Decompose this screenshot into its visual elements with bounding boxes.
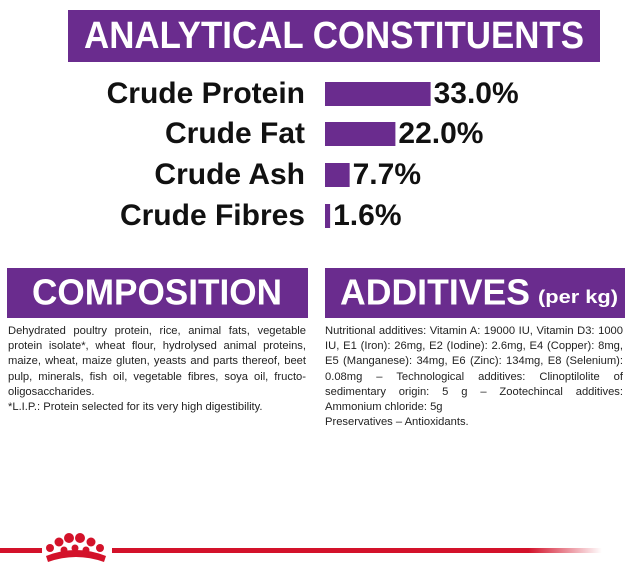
value-label: 7.7% bbox=[353, 158, 421, 191]
footer-line bbox=[112, 548, 602, 553]
title-banner bbox=[68, 10, 600, 62]
composition-banner bbox=[7, 268, 308, 318]
additives-banner bbox=[325, 268, 625, 318]
bar bbox=[325, 163, 350, 187]
composition-text-block: Dehydrated poultry protein, rice, animal… bbox=[8, 324, 306, 415]
composition-title: COMPOSITION bbox=[32, 272, 282, 313]
bar bbox=[325, 204, 331, 228]
composition-footnote: *L.I.P.: Protein selected for its very h… bbox=[8, 401, 263, 414]
additives-title: ADDITIVES bbox=[340, 272, 530, 313]
additives-text: Nutritional additives: Vitamin A: 19000 … bbox=[325, 325, 623, 414]
category-label: Crude Ash bbox=[154, 158, 305, 191]
value-label: 33.0% bbox=[434, 77, 519, 110]
additives-footnote: Preservatives – Antioxidants. bbox=[325, 416, 469, 429]
category-label: Crude Fibres bbox=[120, 199, 305, 232]
category-label: Crude Fat bbox=[165, 117, 305, 150]
title: ANALYTICAL CONSTITUENTS bbox=[84, 15, 584, 57]
additives-subtitle: (per kg) bbox=[538, 287, 618, 307]
footer-line bbox=[0, 548, 42, 553]
crown-logo bbox=[46, 533, 106, 562]
additives-text-block: Nutritional additives: Vitamin A: 19000 … bbox=[325, 324, 623, 430]
value-label: 22.0% bbox=[398, 117, 483, 150]
bar bbox=[325, 82, 431, 106]
bar bbox=[325, 122, 396, 146]
composition-text: Dehydrated poultry protein, rice, animal… bbox=[8, 325, 306, 398]
value-label: 1.6% bbox=[333, 199, 401, 232]
category-label: Crude Protein bbox=[107, 77, 305, 110]
